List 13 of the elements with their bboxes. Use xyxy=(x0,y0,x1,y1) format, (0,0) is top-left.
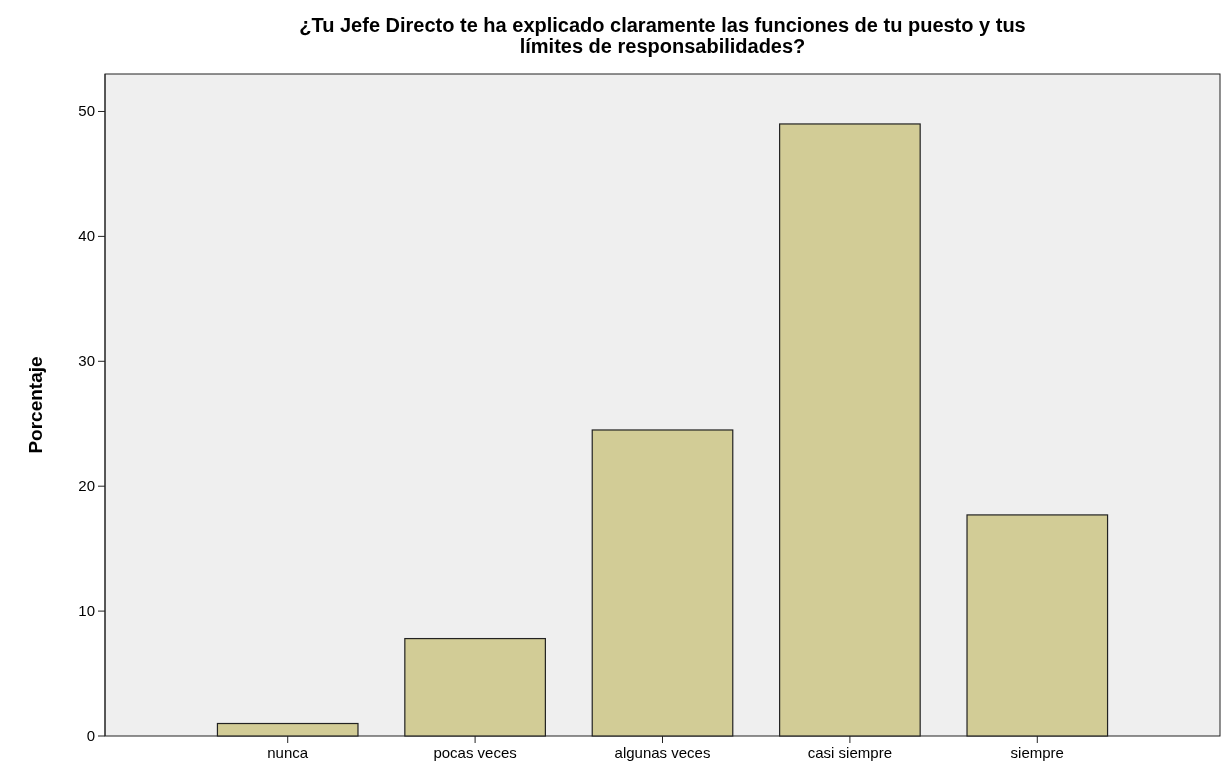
y-tick-label: 10 xyxy=(78,602,95,620)
y-tick-label: 30 xyxy=(78,352,95,370)
x-tick-label: algunas veces xyxy=(614,744,711,761)
x-tick-label: nunca xyxy=(267,744,309,761)
y-tick-label: 20 xyxy=(78,477,95,495)
chart-title: ¿Tu Jefe Directo te ha explicado claramente las funciones de tu puesto y tus límites de responsabilidades? xyxy=(299,14,1026,57)
x-tick-label: casi siempre xyxy=(807,744,892,761)
y-axis-title: Porcentaje xyxy=(25,356,46,454)
x-tick-label: pocas veces xyxy=(433,744,517,761)
y-tick-label: 50 xyxy=(78,102,95,120)
y-tick-label: 40 xyxy=(78,227,95,245)
y-tick-label: 0 xyxy=(86,727,95,744)
x-tick-label: siempre xyxy=(1010,744,1064,761)
